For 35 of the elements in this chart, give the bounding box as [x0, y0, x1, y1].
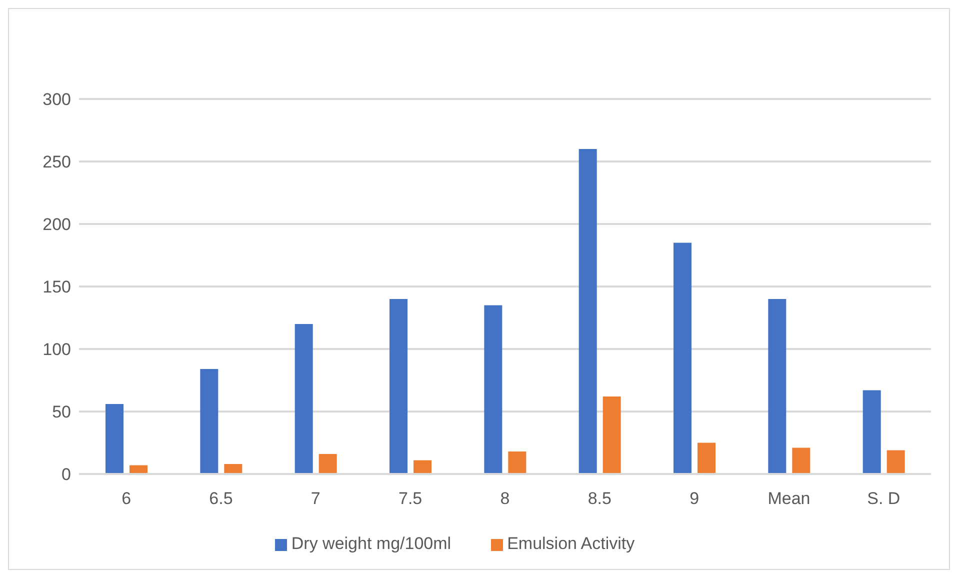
y-tick-label: 300	[42, 90, 71, 110]
x-tick-label: 6	[122, 489, 132, 508]
bar	[318, 454, 337, 474]
y-tick-label: 0	[62, 465, 71, 484]
x-tick-label: 8.5	[588, 489, 612, 508]
bar	[698, 442, 716, 474]
y-tick-label: 250	[42, 152, 71, 172]
x-tick-label: Mean	[768, 489, 810, 508]
bar	[106, 404, 124, 474]
x-tick-label: 8	[500, 489, 510, 508]
x-tick-label: S. D	[867, 489, 900, 508]
bar	[886, 450, 905, 474]
legend-label: Emulsion Activity	[507, 534, 635, 553]
y-tick-label: 150	[42, 278, 71, 297]
legend-label: Dry weight mg/100ml	[291, 534, 452, 553]
bar	[768, 299, 786, 474]
bar	[862, 390, 881, 474]
x-tick-label: 9	[690, 489, 700, 508]
bar	[390, 299, 408, 474]
x-tick-label: 7.5	[398, 489, 422, 508]
y-tick-label: 100	[42, 340, 71, 360]
bar	[484, 305, 502, 474]
bar	[200, 369, 218, 474]
x-tick-label: 7	[310, 489, 320, 508]
bar	[602, 396, 621, 474]
bar	[294, 324, 313, 474]
y-tick-label: 50	[52, 402, 71, 422]
bar	[674, 242, 692, 474]
bar	[224, 464, 242, 474]
bar	[578, 149, 597, 474]
bar	[414, 460, 432, 474]
y-tick-label: 200	[42, 215, 71, 234]
bar	[792, 448, 810, 474]
bar	[508, 452, 526, 474]
x-tick-label: 6.5	[209, 489, 233, 508]
